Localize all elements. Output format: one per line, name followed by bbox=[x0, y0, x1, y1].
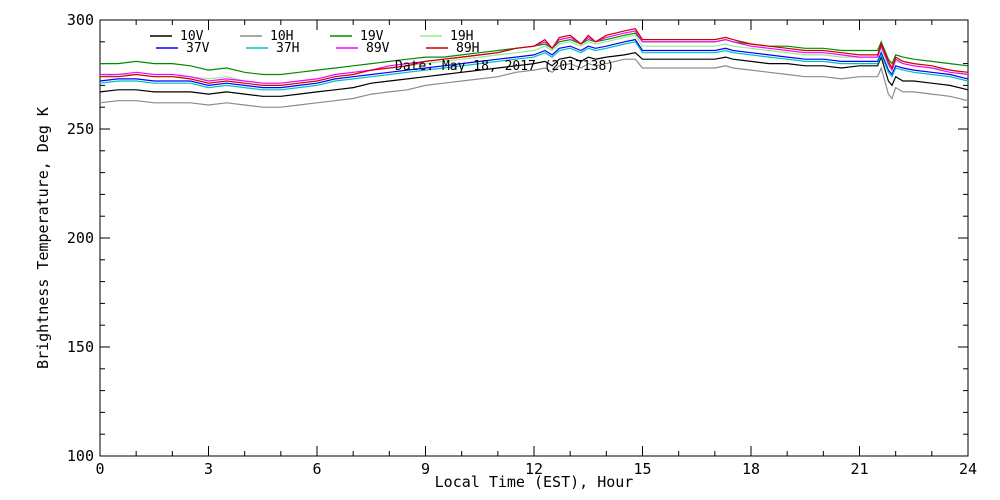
y-axis-title: Brightness Temperature, Deg K bbox=[34, 107, 52, 369]
x-tick-label: 12 bbox=[525, 460, 543, 478]
date-annotation: Date: May 18, 2017 (2017138) bbox=[395, 59, 614, 74]
x-tick-label: 15 bbox=[633, 460, 651, 478]
series-line-10h bbox=[99, 58, 969, 108]
legend-label-19v: 19V bbox=[360, 29, 384, 44]
x-axis-title: Local Time (EST), Hour bbox=[435, 473, 634, 491]
legend-label-89v: 89V bbox=[366, 41, 390, 56]
y-tick-label: 300 bbox=[67, 11, 94, 29]
legend-label-10v: 10V bbox=[180, 29, 204, 44]
y-tick-label: 100 bbox=[67, 447, 94, 465]
series-line-89h bbox=[100, 28, 969, 87]
legend-label-37h: 37H bbox=[276, 41, 299, 56]
x-tick-label: 18 bbox=[742, 460, 760, 478]
legend-label-19h: 19H bbox=[450, 29, 473, 44]
series-line-37h bbox=[99, 41, 969, 91]
x-tick-label: 9 bbox=[421, 460, 430, 478]
x-tick-label: 24 bbox=[959, 460, 977, 478]
series-lines bbox=[99, 28, 969, 108]
y-tick-label: 150 bbox=[67, 338, 94, 356]
x-tick-label: 3 bbox=[204, 460, 213, 478]
legend-label-10h: 10H bbox=[270, 29, 293, 44]
series-line-10v bbox=[99, 52, 969, 97]
series-line-37v bbox=[99, 38, 969, 89]
y-tick-label: 250 bbox=[67, 120, 94, 138]
legend: 10V 10H 19V 19H 37V 37H 89V 89H bbox=[150, 29, 479, 56]
x-tick-label: 6 bbox=[312, 460, 321, 478]
tick-labels: 0 3 6 9 12 15 18 21 24 100 150 200 250 300 bbox=[67, 11, 977, 478]
legend-label-37v: 37V bbox=[186, 41, 210, 56]
legend-label-89h: 89H bbox=[456, 41, 479, 56]
x-tick-label: 0 bbox=[95, 460, 104, 478]
axis-ticks bbox=[99, 19, 969, 457]
y-tick-label: 200 bbox=[67, 229, 94, 247]
x-tick-label: 21 bbox=[850, 460, 868, 478]
